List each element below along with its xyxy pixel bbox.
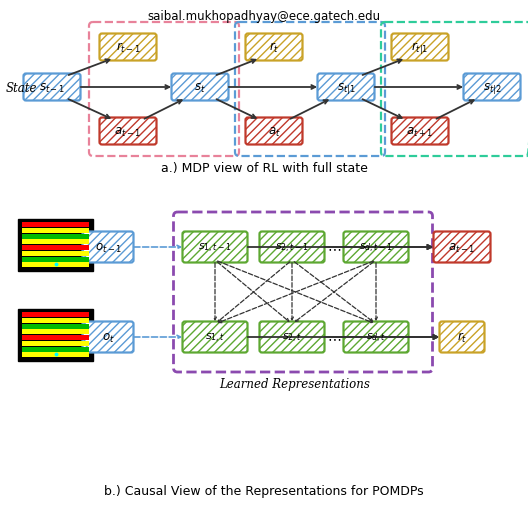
FancyBboxPatch shape <box>344 322 409 353</box>
Text: $o_t$: $o_t$ <box>102 331 115 344</box>
Bar <box>22 318 89 323</box>
FancyBboxPatch shape <box>439 322 485 353</box>
Text: $r_{t|1}$: $r_{t|1}$ <box>411 40 429 56</box>
Text: $\cdots$: $\cdots$ <box>327 330 341 344</box>
Bar <box>22 257 89 262</box>
FancyBboxPatch shape <box>82 322 134 353</box>
FancyBboxPatch shape <box>99 34 156 62</box>
Text: $s_{t|1}$: $s_{t|1}$ <box>337 80 355 95</box>
FancyBboxPatch shape <box>391 118 448 145</box>
Bar <box>18 220 93 272</box>
Bar <box>22 347 89 352</box>
Text: saibal.mukhopadhyay@ece.gatech.edu: saibal.mukhopadhyay@ece.gatech.edu <box>147 10 381 23</box>
Bar <box>22 335 89 340</box>
Bar <box>22 330 89 335</box>
Text: $s_{t|2}$: $s_{t|2}$ <box>483 80 501 95</box>
FancyBboxPatch shape <box>317 74 374 102</box>
Bar <box>22 313 89 318</box>
FancyBboxPatch shape <box>259 232 325 263</box>
Bar <box>22 251 89 257</box>
FancyBboxPatch shape <box>344 232 409 263</box>
Text: $r_t$: $r_t$ <box>269 41 279 55</box>
Bar <box>22 245 89 250</box>
Text: $s_{d,t}$: $s_{d,t}$ <box>366 331 386 344</box>
FancyBboxPatch shape <box>24 74 80 102</box>
Text: $s_t$: $s_t$ <box>194 81 206 94</box>
FancyBboxPatch shape <box>259 322 325 353</box>
Bar <box>22 263 89 268</box>
Text: $a_t$: $a_t$ <box>268 125 280 138</box>
Text: State: State <box>6 81 37 94</box>
FancyBboxPatch shape <box>183 322 248 353</box>
FancyBboxPatch shape <box>183 232 248 263</box>
FancyBboxPatch shape <box>172 74 229 102</box>
Text: $s_{1,t}$: $s_{1,t}$ <box>205 331 225 344</box>
Text: $r_{t-1}$: $r_{t-1}$ <box>116 41 140 55</box>
Bar <box>22 352 89 358</box>
Bar <box>22 234 89 239</box>
FancyBboxPatch shape <box>246 118 303 145</box>
FancyBboxPatch shape <box>433 232 491 263</box>
Bar <box>22 240 89 245</box>
Text: b.) Causal View of the Representations for POMDPs: b.) Causal View of the Representations f… <box>104 484 424 497</box>
Text: $s_{1,t-1}$: $s_{1,t-1}$ <box>198 241 232 254</box>
FancyBboxPatch shape <box>246 34 303 62</box>
FancyBboxPatch shape <box>391 34 448 62</box>
Bar <box>22 341 89 346</box>
Text: $a_{t-1}$: $a_{t-1}$ <box>115 125 142 138</box>
FancyBboxPatch shape <box>99 118 156 145</box>
Bar <box>22 324 89 329</box>
Text: $s_{2,t}$: $s_{2,t}$ <box>282 331 302 344</box>
Text: $s_{t-1}$: $s_{t-1}$ <box>39 81 65 94</box>
Bar <box>22 223 89 228</box>
Text: $o_{t-1}$: $o_{t-1}$ <box>95 241 121 254</box>
Bar <box>22 228 89 233</box>
Text: $s_{d,t-1}$: $s_{d,t-1}$ <box>359 241 393 254</box>
Text: $a_{t+1}$: $a_{t+1}$ <box>407 125 433 138</box>
Text: $s_{2,t-1}$: $s_{2,t-1}$ <box>275 241 309 254</box>
Text: $\cdots$: $\cdots$ <box>327 240 341 255</box>
FancyBboxPatch shape <box>82 232 134 263</box>
Text: a.) MDP view of RL with full state: a.) MDP view of RL with full state <box>161 162 367 175</box>
Bar <box>18 310 93 361</box>
Text: $a_{t-1}$: $a_{t-1}$ <box>448 241 476 254</box>
Text: Learned Representations: Learned Representations <box>220 377 371 390</box>
Text: $r_t$: $r_t$ <box>457 330 467 344</box>
FancyBboxPatch shape <box>464 74 521 102</box>
